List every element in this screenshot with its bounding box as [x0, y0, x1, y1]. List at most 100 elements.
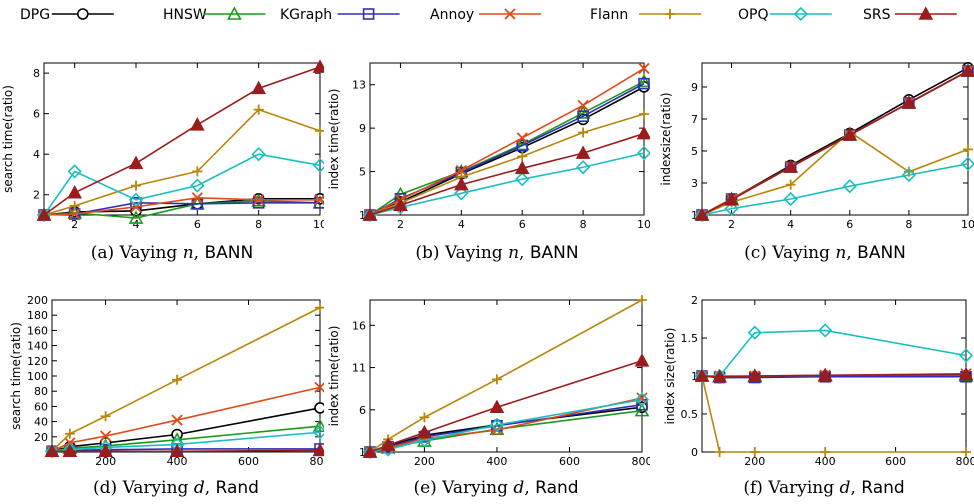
subfigure-caption: (b) Vaying n, BANN	[415, 243, 578, 263]
caption-variable: d	[194, 478, 205, 498]
y-axis-label: index time(ratio)	[327, 326, 341, 427]
legend-item-hnsw: HNSW	[163, 6, 266, 23]
data-point	[783, 159, 799, 173]
x-tick-label: 8	[905, 218, 912, 231]
series-line	[369, 67, 645, 216]
subfigure-caption: (a) Vaying n, BANN	[91, 243, 253, 263]
series-line	[43, 153, 321, 216]
caption-separator: ,	[850, 478, 861, 498]
legend-label: HNSW	[163, 7, 207, 23]
x-tick-label: 8	[580, 218, 587, 231]
y-tick-label: 80	[34, 385, 48, 398]
data-point	[491, 374, 502, 385]
series-line	[369, 299, 643, 453]
x-tick-label: 200	[414, 455, 435, 468]
y-tick-label: 180	[27, 309, 48, 322]
caption-dataset: BANN	[857, 243, 906, 263]
data-point	[417, 424, 432, 439]
data-point	[842, 127, 858, 141]
data-point	[189, 117, 205, 131]
data-point	[575, 105, 591, 119]
legend-item-flann: Flann	[590, 7, 701, 23]
data-point	[489, 399, 505, 414]
caption-variable: d	[513, 478, 524, 498]
data-point	[314, 194, 324, 206]
series-opq	[694, 156, 974, 223]
series-srs	[362, 353, 650, 458]
series-line	[701, 163, 969, 216]
data-point	[172, 374, 183, 385]
y-tick-label: 100	[27, 370, 48, 383]
series-opq	[44, 425, 324, 459]
data-point	[694, 368, 710, 382]
data-point	[960, 63, 974, 77]
caption-dataset: Rand	[535, 478, 578, 498]
y-tick-label: 8	[33, 67, 40, 80]
series-flann	[365, 295, 647, 457]
data-point	[516, 132, 528, 144]
series-line	[43, 66, 321, 216]
data-point	[637, 295, 647, 305]
series-line	[701, 130, 969, 216]
legend-item-dpg: DPG	[20, 7, 114, 23]
data-point	[783, 191, 798, 207]
data-point	[253, 104, 264, 115]
data-point	[724, 192, 739, 206]
data-point	[577, 110, 589, 122]
data-point	[961, 447, 971, 457]
y-tick-label: 1	[359, 446, 366, 459]
y-axis-label: indexsize(ratio)	[659, 92, 673, 185]
data-point	[380, 437, 396, 452]
x-tick-label: 600	[559, 455, 580, 468]
x-tick-label: 400	[486, 455, 507, 468]
y-tick-label: 6	[33, 108, 40, 121]
data-point	[251, 80, 267, 95]
series-opq	[36, 147, 324, 223]
x-tick-label: 6	[846, 218, 853, 231]
y-tick-label: 7	[691, 113, 698, 126]
series-annoy	[364, 62, 650, 221]
series-opq	[362, 392, 650, 460]
x-tick-label: 200	[744, 455, 765, 468]
series-line	[369, 113, 645, 216]
caption-prefix: (d) Varying	[93, 478, 194, 498]
caption-variable: n	[835, 243, 846, 263]
x-tick-label: 800	[632, 455, 651, 468]
x-tick-label: 10	[313, 218, 324, 231]
caption-dataset: BANN	[530, 243, 579, 263]
caption-prefix: (b) Vaying	[415, 243, 508, 263]
series-line	[701, 375, 966, 453]
data-point	[44, 444, 60, 459]
data-point	[714, 447, 725, 457]
data-point	[747, 325, 762, 340]
caption-separator: ,	[519, 243, 530, 263]
legend-marker-triangle-filled	[918, 6, 934, 20]
y-tick-label: 4	[33, 148, 40, 161]
data-point	[315, 125, 324, 136]
y-tick-label: 0.5	[681, 408, 699, 421]
y-tick-label: 5	[359, 166, 366, 179]
series-srs	[694, 366, 974, 383]
y-tick-label: 9	[359, 122, 366, 135]
data-point	[69, 200, 80, 211]
y-tick-label: 11	[352, 362, 366, 375]
data-point	[712, 369, 727, 383]
legend-item-srs: SRS	[863, 6, 957, 23]
plot-frame	[369, 299, 643, 453]
data-point	[190, 178, 205, 193]
legend-label: Flann	[590, 7, 628, 23]
data-point	[638, 62, 650, 75]
data-point	[958, 366, 974, 381]
data-point	[453, 176, 469, 191]
data-point	[36, 207, 52, 221]
caption-separator: ,	[524, 478, 535, 498]
x-tick-label: 6	[194, 218, 201, 231]
series-line	[702, 329, 967, 377]
chart-panel-d: 200 400 600 800 20 40 60 80 100 120 140 160 180 200 se…	[9, 294, 324, 498]
data-point	[636, 73, 650, 88]
plot-frame	[369, 62, 645, 216]
data-point	[312, 158, 324, 173]
data-point	[314, 381, 324, 394]
data-point	[749, 447, 760, 457]
series-flann	[39, 104, 324, 220]
